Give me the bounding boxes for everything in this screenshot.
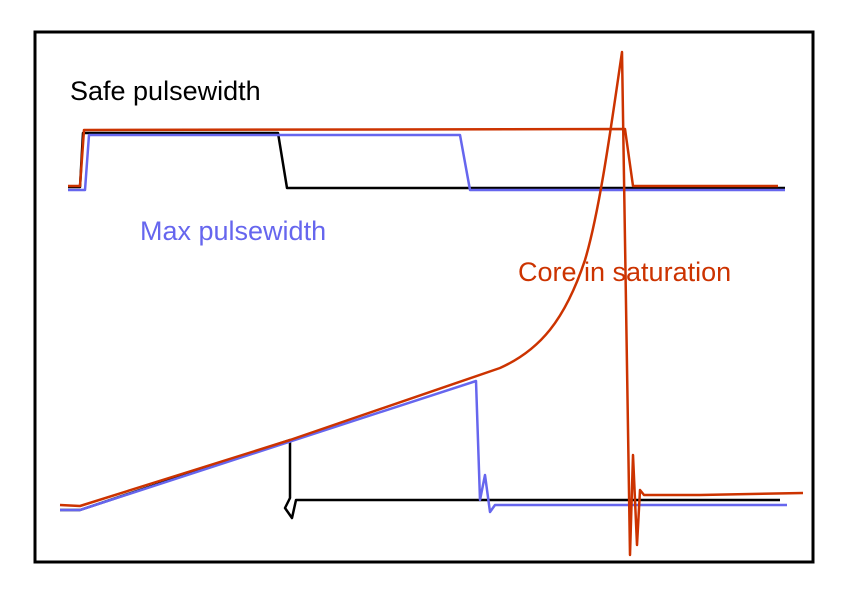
max-label: Max pulsewidth <box>140 216 326 246</box>
max-pulse-trace <box>68 133 785 192</box>
saturation-pulse-trace <box>68 127 778 188</box>
frame <box>33 30 815 564</box>
max-current-trace <box>60 379 787 514</box>
saturation-label: Core in saturation <box>518 257 731 287</box>
safe-label: Safe pulsewidth <box>70 76 261 106</box>
saturation-current-trace <box>59 50 804 557</box>
